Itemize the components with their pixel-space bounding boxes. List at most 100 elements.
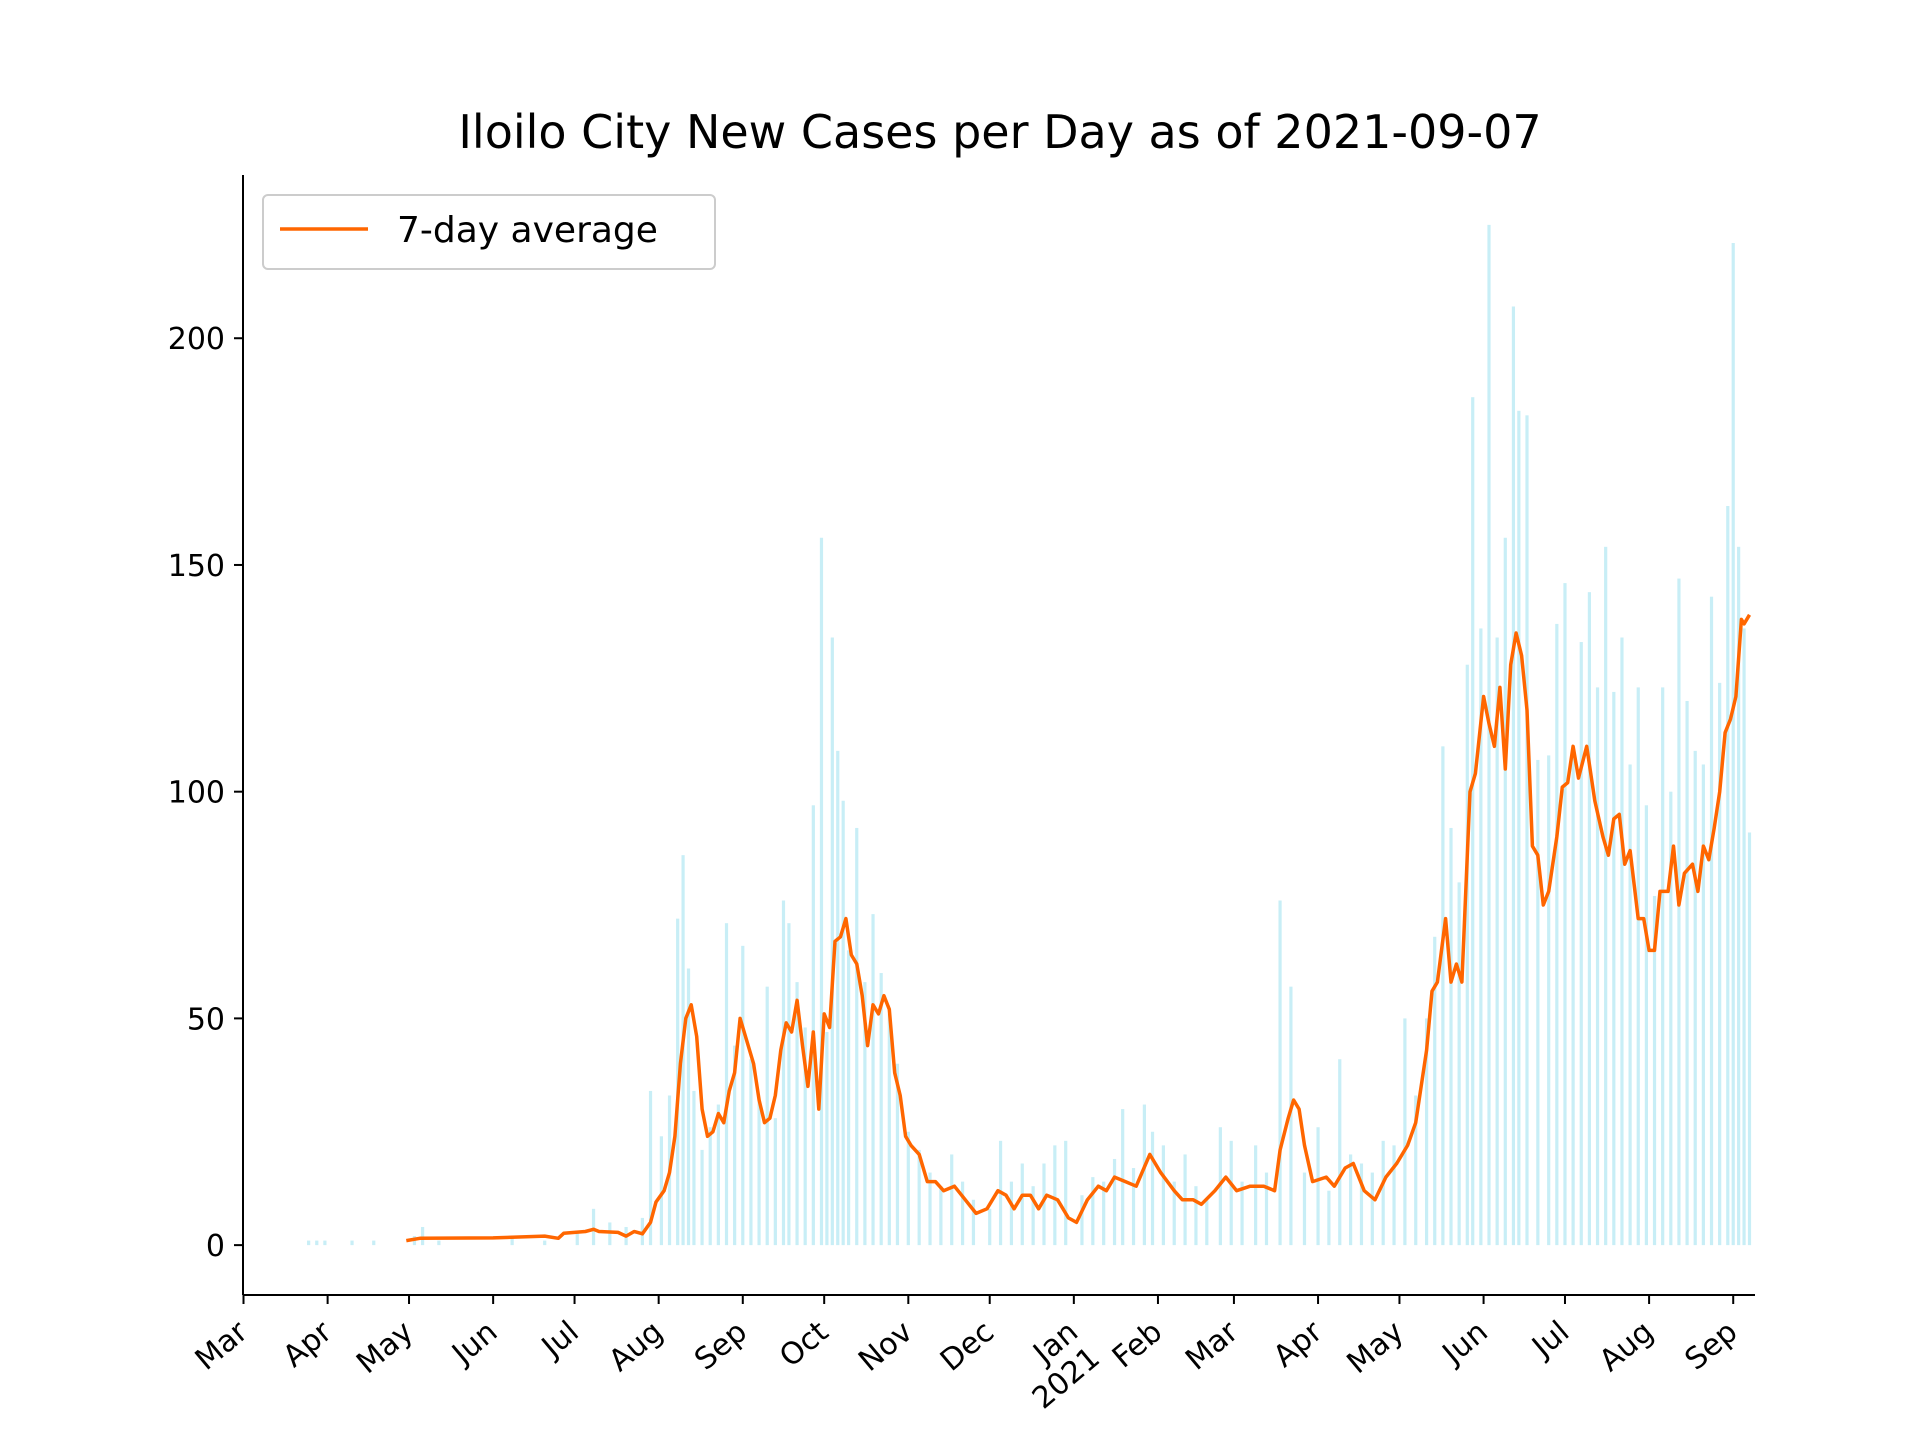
x-tick-label-line: May [350, 1314, 420, 1381]
bar [1121, 1109, 1125, 1246]
y-tick-label: 200 [168, 322, 225, 357]
bar [372, 1240, 376, 1246]
bar [1278, 900, 1282, 1246]
bar [757, 1100, 761, 1246]
bar [1091, 1177, 1095, 1246]
bar [765, 986, 769, 1246]
bar [1080, 1195, 1084, 1246]
x-tick-label-line: Apr [277, 1314, 340, 1375]
bar [420, 1226, 425, 1246]
x-tick-label: Mar [189, 1314, 255, 1378]
bar [1525, 415, 1529, 1246]
bar [1612, 691, 1616, 1246]
bar [543, 1240, 547, 1246]
bar [1685, 700, 1689, 1246]
bar [819, 537, 824, 1246]
bar [847, 950, 851, 1246]
bar [939, 1186, 943, 1246]
bar [1718, 682, 1722, 1246]
x-tick-label: Jan2021 [1004, 1314, 1107, 1416]
x-tick-label: Sep [1679, 1314, 1745, 1377]
x-tick-label: Feb [1106, 1314, 1169, 1375]
bar [1726, 506, 1730, 1246]
x-tick-label-line: Mar [189, 1314, 255, 1378]
bar [1414, 1095, 1418, 1246]
bar [1571, 746, 1575, 1246]
bar [1150, 1131, 1155, 1246]
bar [323, 1240, 327, 1246]
bar [315, 1240, 319, 1246]
bar [1731, 243, 1735, 1246]
bar [1693, 750, 1697, 1246]
bar [608, 1222, 612, 1246]
x-tick-label: Oct [773, 1314, 835, 1374]
bar [1620, 637, 1624, 1246]
bar [350, 1240, 354, 1246]
bar [1701, 764, 1705, 1246]
bar [1595, 687, 1600, 1246]
legend-box [262, 194, 716, 270]
bar [1381, 1140, 1385, 1246]
bar [1487, 224, 1491, 1246]
x-tick-label-line: Jul [534, 1314, 586, 1365]
bar [437, 1240, 441, 1246]
x-tick-label: Apr [1267, 1314, 1330, 1375]
bar [1449, 827, 1453, 1246]
bar [692, 1090, 696, 1246]
bar [1677, 578, 1681, 1246]
bar [917, 1149, 921, 1246]
bar [1142, 1104, 1146, 1246]
bar [1457, 882, 1461, 1246]
bar [1536, 759, 1540, 1246]
bar [659, 1136, 663, 1246]
x-tick-label: Mar [1179, 1314, 1245, 1378]
bar [841, 800, 845, 1246]
bar [795, 982, 799, 1246]
bar [1240, 1181, 1244, 1246]
chart-title: Iloilo City New Cases per Day as of 2021… [458, 105, 1541, 159]
bar [1669, 791, 1673, 1246]
bar [1403, 1018, 1407, 1246]
series-line-7-day-average [406, 613, 1752, 1243]
bar [1587, 592, 1592, 1246]
bars-layer [307, 224, 1752, 1246]
bar [1479, 628, 1483, 1246]
bar [1547, 755, 1551, 1246]
bar [510, 1236, 514, 1246]
bar [1053, 1145, 1057, 1246]
x-tick-label: May [350, 1314, 420, 1381]
bar [1359, 1163, 1364, 1246]
bar [825, 1032, 829, 1246]
bar [811, 805, 815, 1246]
bar [1636, 687, 1640, 1246]
bar [749, 1059, 753, 1246]
bar [1441, 746, 1445, 1246]
bar [863, 982, 867, 1246]
bar [1392, 1145, 1396, 1246]
bar [700, 1149, 704, 1246]
bar [1503, 537, 1507, 1246]
x-tick-label-line: Mar [1179, 1314, 1245, 1378]
bar [1661, 687, 1665, 1246]
x-tick-label: May [1341, 1314, 1411, 1381]
bar [1555, 623, 1559, 1246]
bar [1194, 1186, 1198, 1246]
bar [591, 1208, 596, 1246]
bar [1747, 832, 1752, 1246]
bar [1471, 397, 1475, 1246]
bar [307, 1240, 311, 1246]
bar [1064, 1140, 1068, 1246]
bar [879, 973, 883, 1246]
bar [1131, 1168, 1136, 1246]
bar [781, 900, 786, 1246]
bar [1433, 936, 1437, 1246]
y-tick-label: 100 [168, 776, 225, 811]
bar [830, 637, 834, 1246]
bar [1563, 583, 1567, 1246]
legend-label: 7-day average [397, 210, 658, 251]
x-tick-label-line: May [1341, 1314, 1411, 1381]
bar [1172, 1181, 1176, 1246]
x-tick-label: Jun [1435, 1314, 1495, 1372]
bar [1628, 764, 1632, 1246]
